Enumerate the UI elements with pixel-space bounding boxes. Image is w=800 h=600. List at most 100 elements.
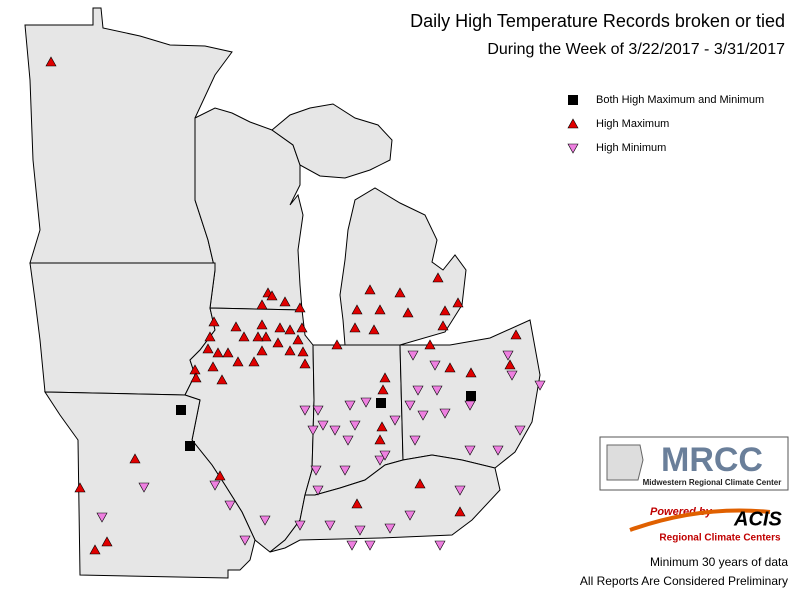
kentucky (269, 454, 501, 553)
high-maximum-marker (351, 498, 363, 509)
high-minimum-marker (344, 400, 356, 411)
states (24, 7, 541, 579)
high-maximum-marker (284, 324, 296, 335)
high-maximum-marker (230, 321, 242, 332)
high-minimum-marker (534, 380, 546, 391)
mrcc-logo: MRCC Midwestern Regional Climate Center (599, 436, 789, 491)
high-maximum-marker (216, 374, 228, 385)
high-minimum-marker (431, 385, 443, 396)
minnesota (24, 7, 233, 271)
high-maximum-marker (294, 302, 306, 313)
logo-name: MRCC (661, 441, 763, 479)
high-maximum-marker (238, 331, 250, 342)
acis-logo: Powered by ACIS Regional Climate Centers (629, 506, 782, 544)
high-maximum-marker (248, 356, 260, 367)
high-minimum-marker (514, 425, 526, 436)
high-maximum-marker (212, 347, 224, 358)
high-maximum-marker (439, 305, 451, 316)
missouri (44, 391, 256, 579)
high-maximum-marker (256, 299, 268, 310)
map-subtitle: During the Week of 3/22/2017 - 3/31/2017 (487, 41, 785, 58)
high-maximum-marker (444, 362, 456, 373)
high-maximum-marker (202, 343, 214, 354)
legend-label: High Minimum (596, 142, 666, 154)
high-maximum-marker (299, 358, 311, 369)
high-minimum-marker (407, 350, 419, 361)
high-minimum-marker (384, 523, 396, 534)
high-maximum-marker (208, 316, 220, 327)
high-maximum-marker (256, 319, 268, 330)
legend-triangle (567, 118, 579, 129)
high-maximum-marker (297, 346, 309, 357)
high-maximum-marker (279, 296, 291, 307)
high-minimum-marker (294, 520, 306, 531)
michigan-lp (339, 187, 467, 346)
high-minimum-marker (307, 425, 319, 436)
high-minimum-marker (454, 485, 466, 496)
high-maximum-marker (222, 347, 234, 358)
high-maximum-marker (424, 339, 436, 350)
high-maximum-marker (414, 478, 426, 489)
high-maximum-marker (292, 334, 304, 345)
high-maximum-marker (379, 372, 391, 383)
high-maximum-marker (260, 331, 272, 342)
high-maximum-marker (101, 536, 113, 547)
legend-inverted-triangle (567, 143, 579, 154)
both-marker (466, 391, 476, 401)
high-minimum-marker (310, 465, 322, 476)
high-maximum-marker (232, 356, 244, 367)
high-minimum-marker (409, 435, 421, 446)
high-minimum-marker (439, 408, 451, 419)
acis-swoosh (629, 508, 771, 532)
high-minimum-marker (360, 397, 372, 408)
legend-square (568, 95, 578, 105)
high-maximum-marker (374, 304, 386, 315)
acis-subtitle: Regional Climate Centers (659, 533, 781, 544)
high-minimum-marker (412, 385, 424, 396)
high-maximum-marker (214, 470, 226, 481)
high-minimum-marker (404, 400, 416, 411)
high-maximum-marker (504, 359, 516, 370)
high-minimum-marker (464, 445, 476, 456)
high-maximum-marker (374, 434, 386, 445)
high-maximum-marker (510, 329, 522, 340)
high-maximum-marker (402, 307, 414, 318)
high-minimum-marker (502, 350, 514, 361)
high-minimum-marker (417, 410, 429, 421)
legend: Both High Maximum and Minimum High Maxim… (567, 94, 764, 154)
high-maximum-marker (74, 482, 86, 493)
high-minimum-marker (329, 425, 341, 436)
footer-note: Minimum 30 years of data (650, 555, 788, 569)
high-maximum-marker (377, 384, 389, 395)
both-marker (376, 398, 386, 408)
legend-label: High Maximum (596, 118, 669, 130)
map-title: Daily High Temperature Records broken or… (410, 11, 785, 31)
high-minimum-marker (506, 370, 518, 381)
high-maximum-marker (256, 345, 268, 356)
high-minimum-marker (312, 405, 324, 416)
high-minimum-marker (374, 455, 386, 466)
high-maximum-marker (432, 272, 444, 283)
legend-label: Both High Maximum and Minimum (596, 94, 764, 106)
high-minimum-marker (209, 480, 221, 491)
both-marker (185, 441, 195, 451)
iowa (29, 262, 216, 396)
high-maximum-marker (274, 322, 286, 333)
high-minimum-marker (138, 482, 150, 493)
high-minimum-marker (224, 500, 236, 511)
high-maximum-marker (394, 287, 406, 298)
high-maximum-marker (284, 345, 296, 356)
high-minimum-marker (259, 515, 271, 526)
high-maximum-marker (207, 361, 219, 372)
high-maximum-marker (296, 322, 308, 333)
high-maximum-marker (465, 367, 477, 378)
high-minimum-marker (492, 445, 504, 456)
high-maximum-marker (452, 297, 464, 308)
high-minimum-marker (317, 420, 329, 431)
high-minimum-marker (379, 450, 391, 461)
high-minimum-marker (404, 510, 416, 521)
acis-name: ACIS (733, 508, 782, 530)
high-maximum-marker (129, 453, 141, 464)
high-minimum-marker (389, 415, 401, 426)
